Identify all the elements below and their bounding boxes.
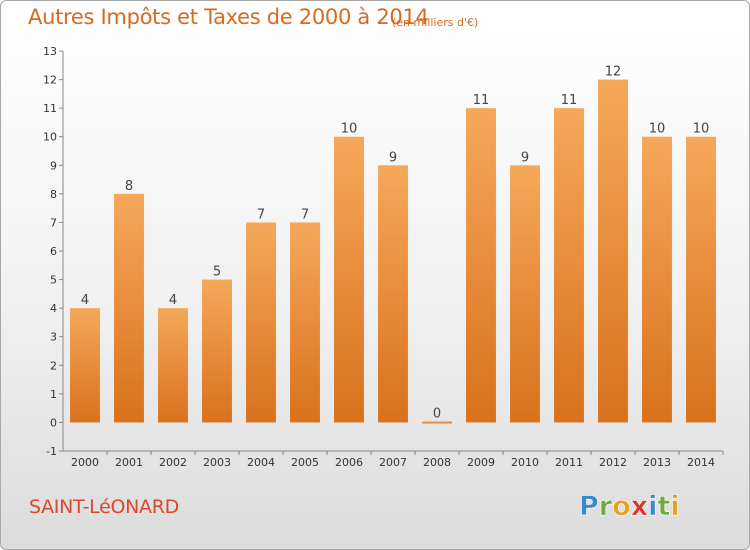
bar-2013 — [642, 136, 672, 423]
bar-2005 — [290, 222, 320, 423]
value-label: 10 — [341, 122, 358, 137]
logo-letter: t — [657, 491, 671, 523]
y-tick-label: 13 — [43, 45, 57, 58]
value-label: 10 — [649, 122, 666, 137]
x-tick-label: 2002 — [159, 456, 187, 469]
value-labels: 4 8 4 5 7 7 10 9 0 11 9 11 12 10 10 — [81, 65, 709, 422]
x-tick-label: 2004 — [247, 456, 275, 469]
y-tick-label: 11 — [43, 102, 57, 115]
y-tick-label: 4 — [50, 302, 57, 315]
bar-2008 — [422, 421, 452, 424]
bar-2006 — [334, 136, 364, 423]
x-axis: 2000 2001 2002 2003 2004 2005 2006 2007 2008 2009… — [63, 450, 724, 469]
y-tick-label: 5 — [50, 274, 57, 287]
value-label: 11 — [561, 93, 578, 108]
y-tick-label: 2 — [50, 359, 57, 372]
x-tick-label: 2007 — [379, 456, 407, 469]
x-tick-label: 2001 — [115, 456, 143, 469]
x-tick-label: 2008 — [423, 456, 451, 469]
bar-2010 — [510, 165, 540, 423]
value-label: 0 — [433, 406, 441, 421]
y-tick-label: 8 — [50, 188, 57, 201]
logo-letter: i — [648, 491, 658, 523]
value-label: 4 — [81, 293, 89, 308]
bar-2004 — [246, 222, 276, 423]
value-label: 10 — [693, 122, 710, 137]
commune-name: SAINT-LéONARD — [29, 496, 179, 518]
logo-letter: r — [598, 491, 613, 523]
value-label: 5 — [213, 265, 221, 280]
value-label: 11 — [473, 93, 490, 108]
logo-letter: P — [579, 491, 599, 523]
x-tick-label: 2010 — [511, 456, 539, 469]
bar-2012 — [598, 79, 628, 423]
chart-subtitle: (en milliers d'€) — [392, 16, 479, 29]
x-tick-label: 2005 — [291, 456, 319, 469]
y-tick-label: 6 — [50, 245, 57, 258]
y-tick-label: 12 — [43, 74, 57, 87]
chart-title: Autres Impôts et Taxes de 2000 à 2014 — [28, 5, 429, 29]
bar-2003 — [202, 279, 232, 423]
bar-2002 — [158, 308, 188, 423]
value-label: 7 — [257, 207, 265, 222]
bar-2014 — [686, 136, 716, 423]
x-tick-label: 2014 — [687, 456, 715, 469]
value-label: 7 — [301, 207, 309, 222]
x-tick-label: 2003 — [203, 456, 231, 469]
proxiti-logo: Proxiti — [579, 491, 680, 523]
y-tick-label: 10 — [43, 131, 57, 144]
y-tick-label: 0 — [50, 416, 57, 429]
value-label: 12 — [605, 65, 622, 80]
logo-letter: i — [670, 491, 680, 523]
logo-letter: o — [612, 491, 631, 523]
value-label: 9 — [521, 150, 529, 165]
y-tick-label: 7 — [50, 216, 57, 229]
logo-letter: x — [630, 491, 649, 523]
bar-2001 — [114, 193, 144, 423]
value-label: 4 — [169, 293, 177, 308]
bar-2009 — [466, 108, 496, 423]
y-tick-label: 9 — [50, 159, 57, 172]
y-tick-label: 3 — [50, 331, 57, 344]
x-tick-label: 2011 — [555, 456, 583, 469]
bars — [70, 79, 716, 424]
value-label: 9 — [389, 150, 397, 165]
value-label: 8 — [125, 179, 133, 194]
bar-2011 — [554, 108, 584, 423]
y-tick-label: 1 — [50, 388, 57, 401]
x-tick-label: 2012 — [599, 456, 627, 469]
bar-2000 — [70, 308, 100, 423]
x-tick-label: 2006 — [335, 456, 363, 469]
x-tick-label: 2013 — [643, 456, 671, 469]
bar-2007 — [378, 165, 408, 423]
y-tick-label: -1 — [46, 445, 57, 458]
x-tick-label: 2000 — [71, 456, 99, 469]
x-tick-label: 2009 — [467, 456, 495, 469]
